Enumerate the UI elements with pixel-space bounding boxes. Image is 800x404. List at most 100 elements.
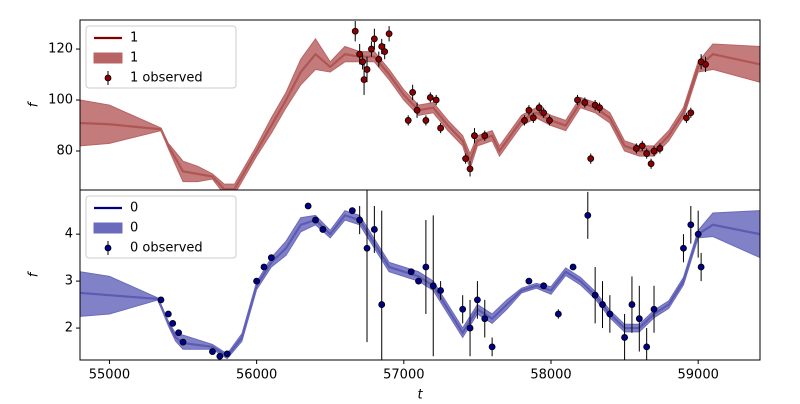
observed-point: [540, 282, 548, 290]
observed-point: [312, 216, 319, 224]
x-axis-label: t: [417, 388, 423, 401]
x-tick-label: 55000: [89, 368, 130, 383]
observed-point: [304, 202, 312, 210]
observed-point: [360, 76, 368, 84]
observed-point: [422, 117, 430, 124]
observed-point: [525, 106, 533, 114]
x-tick-label: 56000: [236, 368, 277, 383]
legend-marker: [104, 74, 112, 82]
x-tick-label: 59000: [678, 368, 719, 383]
observed-point: [157, 296, 165, 304]
observed-point: [535, 104, 543, 112]
observed-point: [569, 263, 577, 271]
observed-point: [694, 230, 702, 238]
observed-point: [466, 165, 474, 173]
observed-point: [680, 244, 687, 252]
observed-point: [628, 301, 636, 308]
observed-point: [378, 301, 386, 308]
legend-box: [85, 25, 237, 89]
observed-point: [697, 263, 705, 271]
observed-point: [375, 55, 383, 63]
observed-point: [481, 315, 489, 323]
y-tick-label: 120: [48, 42, 73, 57]
observed-point: [260, 263, 268, 271]
observed-point: [459, 305, 467, 313]
observed-point: [488, 343, 496, 351]
observed-point: [413, 106, 421, 114]
observed-point: [599, 301, 606, 308]
observed-point: [529, 114, 537, 122]
observed-point: [356, 50, 364, 58]
plot-area: [80, 21, 760, 190]
observed-point: [525, 277, 533, 285]
observed-point: [638, 142, 646, 150]
y-tick-label: 100: [48, 93, 73, 108]
y-tick-label: 2: [65, 321, 73, 336]
legend-label: 1 observed: [130, 71, 203, 86]
axes-frame: [79, 189, 761, 361]
observed-point: [606, 310, 614, 318]
observed-point: [584, 211, 592, 219]
observed-point: [635, 315, 643, 323]
observed-point: [381, 48, 389, 56]
observed-point: [407, 268, 415, 276]
observed-point: [216, 352, 224, 360]
observed-point: [587, 155, 595, 163]
observed-point: [471, 132, 478, 140]
observed-point: [164, 310, 172, 318]
observed-point: [632, 145, 640, 152]
observed-point: [540, 109, 548, 117]
legend-label: 0: [130, 201, 138, 216]
legend: 1 1 1 observed: [85, 25, 237, 89]
observed-point: [687, 221, 695, 229]
observed-point: [415, 277, 422, 285]
observed-point: [474, 296, 481, 304]
observed-point: [209, 348, 216, 355]
observed-point: [546, 117, 553, 124]
observed-point: [363, 66, 371, 73]
observed-point: [359, 58, 366, 66]
observed-point: [683, 114, 690, 122]
plot-area: [80, 190, 760, 360]
observed-point: [650, 147, 658, 155]
observed-point: [687, 109, 695, 117]
observed-point: [437, 287, 445, 294]
observed-point: [422, 263, 430, 271]
observed-point: [267, 254, 275, 262]
observed-point: [643, 150, 651, 157]
observed-point: [466, 324, 474, 332]
observed-point: [223, 350, 231, 358]
observed-point: [351, 27, 359, 35]
observed-point: [432, 96, 440, 104]
observed-point: [429, 282, 437, 290]
observed-point: [370, 226, 378, 233]
observed-point: [253, 277, 261, 285]
observed-point: [574, 96, 581, 104]
observed-point: [385, 30, 393, 38]
observed-point: [621, 334, 628, 341]
observed-point: [370, 35, 378, 43]
observed-point: [426, 94, 434, 101]
y-axis-label: f: [27, 270, 42, 277]
observed-point: [581, 99, 589, 106]
observed-point: [175, 329, 183, 337]
legend-label: 0 observed: [130, 241, 203, 256]
observed-point: [462, 155, 470, 163]
legend-label: 1: [130, 51, 138, 66]
observed-point: [363, 244, 371, 252]
confidence-band: [80, 210, 760, 360]
y-axis-label: f: [27, 100, 42, 107]
confidence-band: [80, 37, 760, 190]
observed-point: [404, 117, 412, 124]
observed-point: [521, 117, 528, 124]
legend-label: 0: [130, 221, 138, 236]
legend-patch: [93, 52, 123, 64]
observed-point: [169, 319, 177, 327]
observed-point: [356, 216, 364, 224]
observed-point: [319, 226, 327, 233]
observed-point: [656, 145, 664, 152]
x-tick-label: 58000: [530, 368, 571, 383]
observed-point: [409, 88, 417, 96]
legend-patch: [93, 222, 123, 234]
